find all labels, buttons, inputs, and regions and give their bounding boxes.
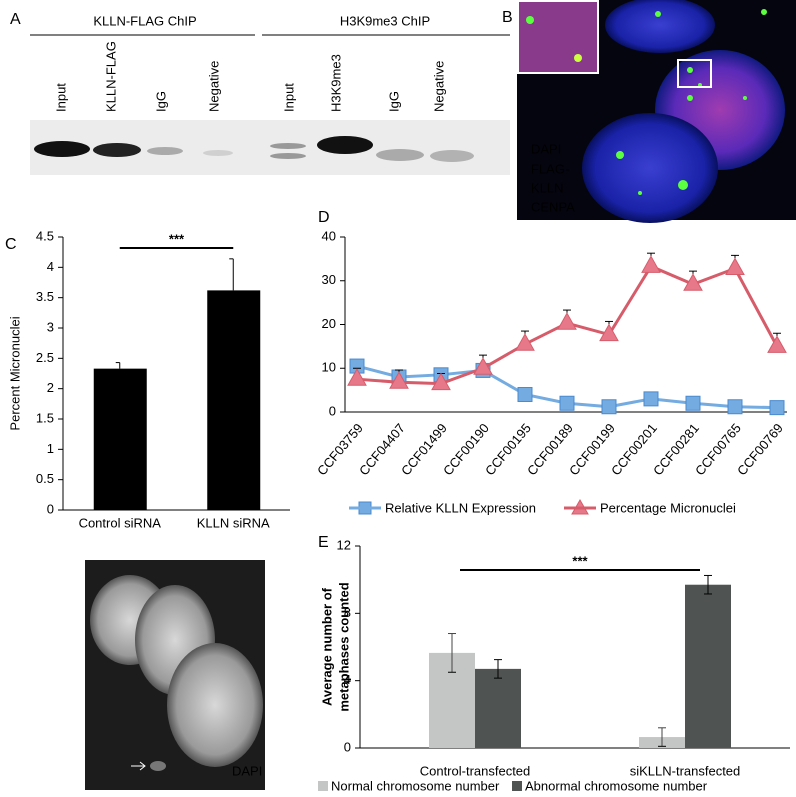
bar <box>93 368 147 510</box>
y-tick-label: 0.5 <box>36 471 54 486</box>
marker <box>515 333 535 351</box>
lane-label: Input <box>53 83 68 112</box>
y-tick-label: 12 <box>337 537 351 552</box>
y-tick-label: 2.5 <box>36 350 54 365</box>
marker <box>347 368 367 386</box>
y-tick-label: 4 <box>47 259 54 274</box>
gel-group: KLLN-FLAG ChIP <box>93 13 196 28</box>
panel-b: B DAPI FLAG- KLLN CENPA <box>502 0 796 223</box>
marker <box>725 257 745 275</box>
y-label: Average number of <box>319 587 334 706</box>
marker <box>643 391 659 407</box>
marker <box>599 323 619 342</box>
y-tick-label: 0 <box>47 501 54 516</box>
y-tick-label: 20 <box>322 316 336 331</box>
legend-label: Relative KLLN Expression <box>385 500 536 515</box>
panel-label: B <box>502 9 513 26</box>
marker <box>517 387 533 402</box>
panel-label: D <box>318 209 330 226</box>
legend-klln: KLLN <box>531 180 564 195</box>
significance: *** <box>572 553 588 568</box>
y-tick-label: 4 <box>344 672 351 687</box>
y-tick-label: 8 <box>344 605 351 620</box>
marker <box>473 357 493 375</box>
bar <box>685 584 731 748</box>
legend-label: Normal chromosome number <box>331 778 500 793</box>
y-tick-label: 4.5 <box>36 228 54 243</box>
panel-label: C <box>5 236 17 253</box>
marker <box>683 273 703 291</box>
legend-dapi: DAPI <box>531 141 561 156</box>
lane-label: H3K9me3 <box>328 54 343 112</box>
y-tick-label: 40 <box>322 228 336 243</box>
marker <box>727 399 743 415</box>
y-tick-label: 1.5 <box>36 410 54 425</box>
micrograph-label: DAPI <box>232 763 262 778</box>
marker <box>389 371 409 389</box>
bar <box>475 668 521 748</box>
legend-label: Abnormal chromosome number <box>525 778 708 793</box>
marker <box>685 395 701 411</box>
y-label: metaphases counted <box>336 582 351 711</box>
legend-swatch <box>512 781 522 791</box>
bar <box>207 290 261 510</box>
y-tick-label: 3 <box>47 319 54 334</box>
y-label: Percent Micronuclei <box>7 316 22 430</box>
panel-a: A KLLN-FLAG ChIP H3K9me3 ChIP <box>10 11 510 175</box>
panel-label: E <box>318 534 329 551</box>
marker <box>769 400 785 416</box>
marker <box>767 335 787 353</box>
significance: *** <box>169 231 185 246</box>
lane-label: IgG <box>153 91 168 112</box>
marker <box>601 399 617 415</box>
marker <box>431 372 451 391</box>
y-tick-label: 3.5 <box>36 289 54 304</box>
x-tick-label: KLLN siRNA <box>197 515 270 530</box>
legend-cenpa: CENPA <box>531 199 575 214</box>
micrograph-c: DAPI <box>85 560 265 790</box>
legend-swatch <box>318 781 328 791</box>
lane-label: KLLN-FLAG <box>103 41 118 112</box>
y-tick-label: 2 <box>47 380 54 395</box>
gel-bands <box>34 136 474 162</box>
y-tick-label: 10 <box>322 360 336 375</box>
legend-label: Percentage Micronuclei <box>600 500 736 515</box>
gel-group: H3K9me3 ChIP <box>340 13 430 28</box>
y-tick-label: 1 <box>47 441 54 456</box>
lane-label: Negative <box>431 61 446 112</box>
marker <box>557 312 577 330</box>
y-tick-label: 0 <box>344 739 351 754</box>
panel-label: A <box>10 11 21 28</box>
lane-label: Input <box>281 83 296 112</box>
legend-flag: FLAG- <box>531 161 569 176</box>
marker <box>641 255 661 273</box>
y-tick-label: 30 <box>322 272 336 287</box>
lane-label: IgG <box>386 91 401 112</box>
x-tick-label: Control siRNA <box>79 515 162 530</box>
lane-label: Negative <box>206 61 221 112</box>
y-tick-label: 0 <box>329 403 336 418</box>
x-tick-label: siKLLN-transfected <box>630 763 741 778</box>
x-tick-label: Control-transfected <box>420 763 531 778</box>
marker <box>559 395 575 411</box>
